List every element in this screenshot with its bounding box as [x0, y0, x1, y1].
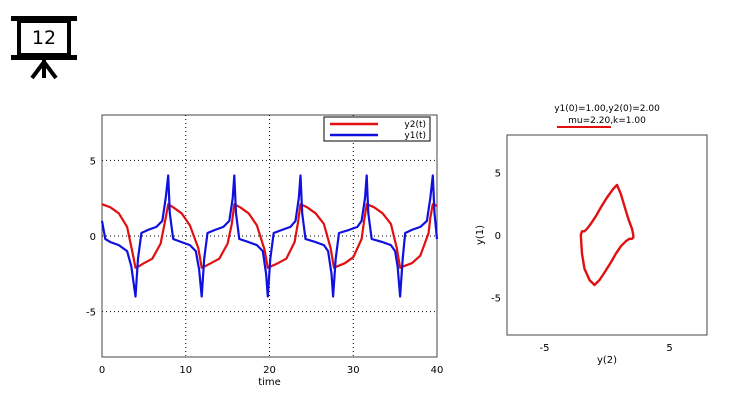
x-tick-label: 10 — [179, 365, 192, 376]
legend-label: y1(t) — [404, 131, 426, 141]
phase-portrait-plot-frame — [506, 134, 708, 336]
time-series-ticks: 0 10 20 30 40 -5 0 5 — [86, 156, 443, 376]
phase-portrait-title: y1(0)=1.00,y2(0)=2.00 — [554, 104, 660, 114]
y-tick-label: 0 — [495, 231, 501, 242]
x-tick-label: 30 — [347, 365, 360, 376]
x-tick-label: 0 — [99, 365, 105, 376]
phase-portrait-xlabel: y(2) — [597, 355, 617, 366]
y-tick-label: -5 — [491, 294, 501, 305]
slide-number: 12 — [31, 27, 57, 49]
legend-box — [323, 116, 431, 142]
phase-portrait-lines — [579, 183, 635, 287]
time-series-legend: y2(t)y1(t) — [323, 116, 431, 142]
phase-portrait-ticks: -5 5 -5 0 5 — [491, 169, 673, 355]
time-series-lines — [100, 174, 439, 298]
y-tick-label: 5 — [495, 169, 501, 180]
time-series-grid — [102, 115, 437, 357]
phase-portrait-ylabel: y(1) — [475, 225, 486, 245]
phase-portrait-chart: y1(0)=1.00,y2(0)=2.00 mu=2.20,k=1.00 -5 5… — [475, 104, 708, 366]
y-tick-label: 5 — [90, 156, 96, 167]
time-series-xlabel: time — [258, 377, 281, 388]
phase-portrait-subtitle: mu=2.20,k=1.00 — [568, 116, 646, 126]
y-tick-label: 0 — [90, 232, 96, 243]
y-tick-label: -5 — [86, 308, 96, 319]
series-line — [101, 203, 438, 269]
x-tick-label: 40 — [431, 365, 444, 376]
series-line — [100, 174, 439, 298]
x-tick-label: 20 — [263, 365, 276, 376]
legend-label: y2(t) — [404, 120, 426, 130]
x-tick-label: 5 — [666, 343, 672, 354]
x-tick-label: -5 — [540, 343, 550, 354]
time-series-chart: 0 10 20 30 40 -5 0 5 time y2(t)y1(t) — [86, 114, 443, 388]
presentation-board-icon — [8, 10, 80, 82]
limit-cycle-line — [579, 183, 635, 287]
